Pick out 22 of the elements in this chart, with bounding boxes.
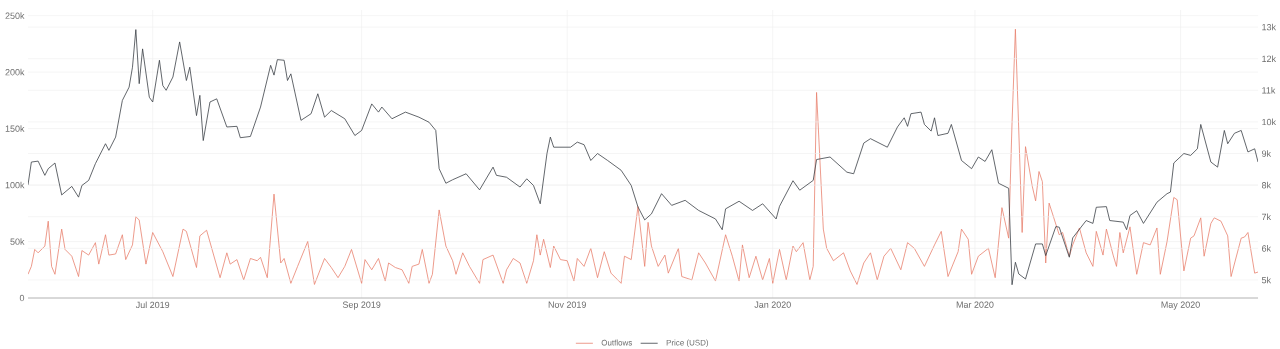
x-tick-label: Sep 2019 bbox=[342, 301, 381, 310]
y-tick-label: 150k bbox=[5, 125, 25, 132]
y2-tick-label: 7k bbox=[1262, 213, 1272, 220]
x-tick-label: Jan 2020 bbox=[754, 301, 791, 308]
y-tick-label: 50k bbox=[10, 238, 25, 245]
x-tick-label: Mar 2020 bbox=[956, 301, 994, 308]
y2-tick-label: 5k bbox=[1261, 276, 1272, 284]
y2-tick-label: 10k bbox=[1262, 118, 1277, 126]
y-tick-label: 0 bbox=[19, 294, 25, 302]
y2-tick-label: 8k bbox=[1261, 181, 1272, 189]
y2-tick-label: 9k bbox=[1261, 150, 1272, 157]
y2-tick-label: 12k bbox=[1262, 55, 1277, 62]
y2-tick-label: 6k bbox=[1262, 245, 1272, 252]
y2-tick-label: 11k bbox=[1262, 87, 1276, 94]
y2-tick-label: 13k bbox=[1262, 23, 1277, 31]
x-tick-label: Nov 2019 bbox=[548, 301, 586, 308]
x-tick-label: May 2020 bbox=[1161, 301, 1200, 310]
y-tick-label: 250k bbox=[5, 12, 25, 19]
y-tick-label: 200k bbox=[5, 68, 25, 76]
line-series bbox=[28, 28, 1259, 285]
x-tick-label: Jul 2019 bbox=[135, 301, 170, 309]
y-tick-label: 100k bbox=[5, 181, 25, 189]
